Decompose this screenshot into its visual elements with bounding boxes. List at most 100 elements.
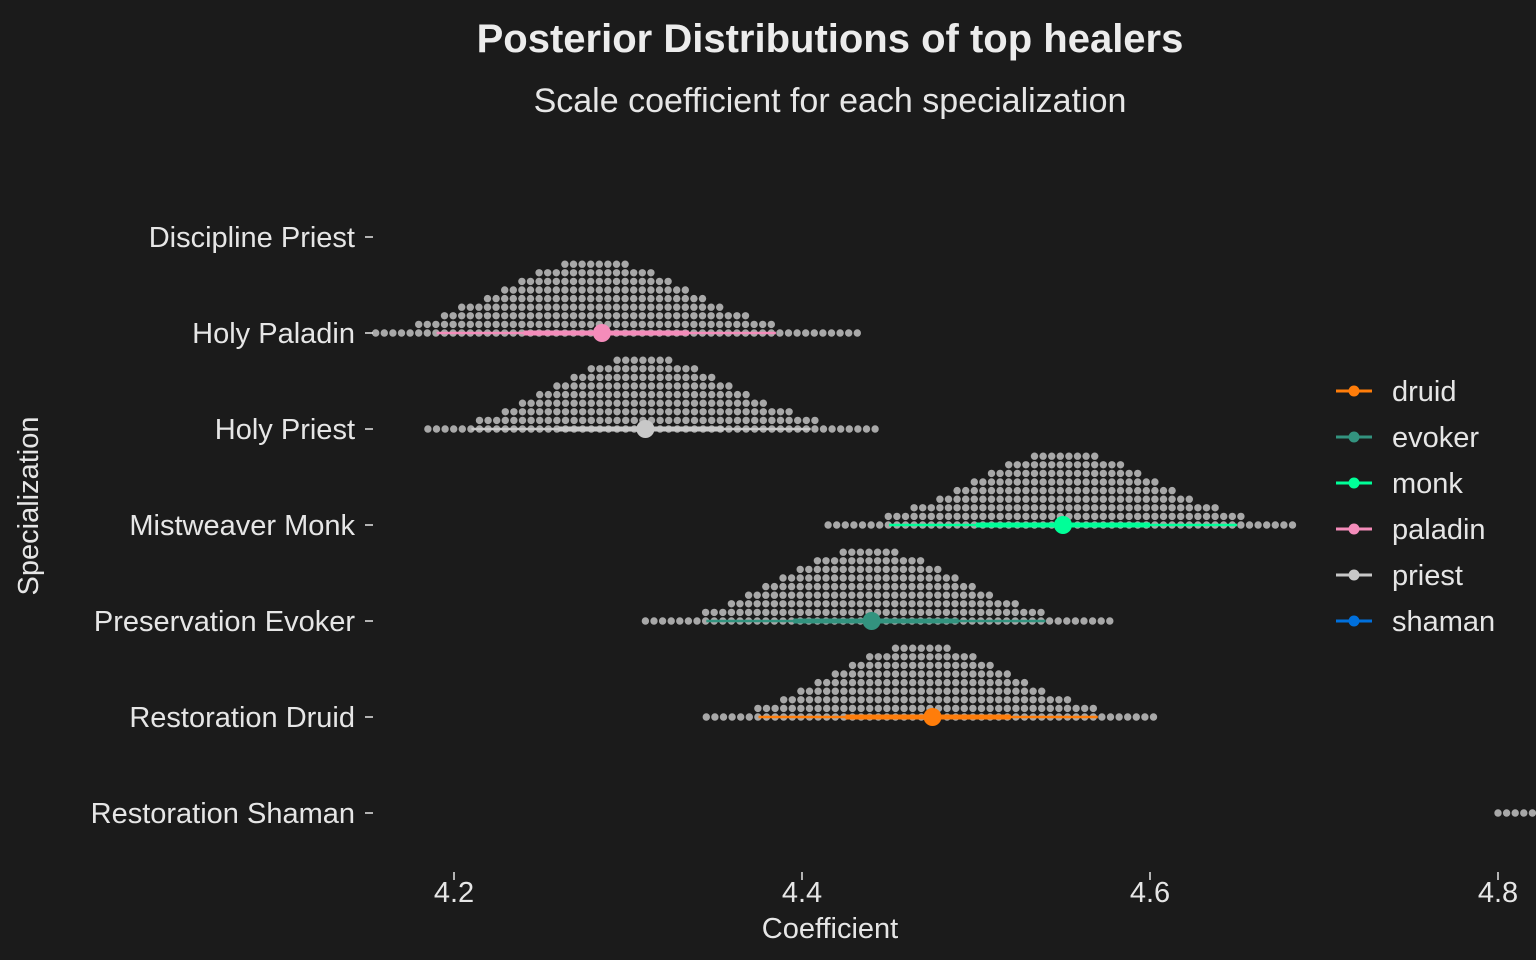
quantile-dot [925, 608, 933, 617]
quantile-dot [458, 303, 466, 311]
quantile-dot [848, 696, 857, 704]
quantile-dot [805, 574, 813, 582]
quantile-dot [630, 320, 638, 329]
quantile-dot [561, 260, 569, 268]
quantile-dot [916, 557, 925, 565]
quantile-dot [492, 294, 500, 303]
quantile-dot [536, 399, 544, 407]
plot-area [372, 260, 1536, 817]
quantile-dot [959, 608, 968, 617]
quantile-dot [1125, 486, 1133, 495]
quantile-dot [1159, 512, 1168, 521]
quantile-dot [1005, 486, 1013, 495]
quantile-dot [716, 382, 724, 390]
quantile-dot [647, 277, 655, 286]
quantile-dot [1048, 478, 1056, 486]
quantile-dot [690, 408, 699, 416]
y-axis-label: Specialization [13, 417, 45, 596]
quantile-dot [639, 382, 647, 390]
quantile-dot [673, 294, 681, 303]
quantile-dot [779, 600, 787, 608]
quantile-dot [579, 382, 587, 390]
quantile-dot [979, 486, 987, 495]
quantile-dot [968, 608, 976, 617]
quantile-dot [1048, 512, 1056, 521]
quantile-dot [587, 320, 595, 329]
quantile-dot [561, 390, 570, 399]
quantile-dot [1220, 512, 1228, 521]
quantile-dot [876, 521, 884, 529]
quantile-dot [1005, 478, 1013, 486]
quantile-dot [432, 320, 440, 329]
quantile-dot [552, 269, 560, 277]
quantile-dot [492, 303, 500, 311]
quantile-dot [673, 365, 681, 373]
quantile-dot [621, 320, 629, 329]
quantile-dot [561, 269, 569, 277]
quantile-dot [751, 399, 759, 407]
quantile-dot [1168, 495, 1176, 503]
quantile-dot [987, 512, 996, 521]
quantile-dot [836, 329, 844, 337]
quantile-dot [779, 591, 787, 599]
quantile-dot [805, 582, 813, 591]
quantile-dot [569, 286, 578, 294]
quantile-dot [553, 399, 561, 407]
quantile-dot [518, 408, 527, 416]
quantile-dot [873, 582, 882, 591]
quantile-dot [1003, 696, 1011, 704]
y-axis: Discipline Priest Holy Paladin Holy Priest… [91, 222, 373, 830]
quantile-dot [934, 582, 942, 591]
quantile-dot [968, 600, 976, 608]
quantile-dot [837, 425, 845, 433]
quantile-dot [1134, 495, 1142, 503]
quantile-dot [725, 408, 733, 416]
quantile-dot [1168, 504, 1176, 512]
quantile-dot [865, 557, 873, 565]
quantile-dot [831, 687, 839, 695]
quantile-dot [475, 303, 483, 311]
quantile-dot [845, 329, 853, 337]
quantile-dot [1108, 461, 1116, 469]
quantile-dot [1022, 504, 1030, 512]
quantile-dot [805, 565, 813, 574]
quantile-dot [822, 600, 830, 608]
quantile-dot [1013, 495, 1021, 503]
quantile-dot [665, 390, 673, 399]
legend-label: shaman [1392, 606, 1495, 638]
quantile-dot [1022, 486, 1030, 495]
quantile-dot [698, 312, 707, 320]
quantile-dot [934, 644, 943, 652]
quantile-dot [854, 425, 862, 433]
quantile-dot [891, 696, 900, 704]
quantile-dot [638, 312, 646, 320]
quantile-dot [595, 269, 603, 277]
quantile-dot [544, 408, 552, 416]
quantile-dot [865, 565, 873, 574]
quantile-dot [1099, 461, 1108, 469]
quantile-dot [823, 678, 831, 687]
quantile-dot [622, 365, 630, 373]
quantile-dot [1046, 704, 1055, 713]
quantile-dot [839, 600, 847, 608]
quantile-dot [1020, 687, 1029, 695]
quantile-dot [942, 600, 951, 608]
quantile-dot [1194, 512, 1202, 521]
quantile-dot [699, 373, 707, 382]
quantile-dot [936, 504, 944, 512]
quantile-dot [952, 687, 960, 695]
quantile-dot [716, 320, 724, 329]
quantile-dot [613, 356, 621, 364]
quantile-dot [1091, 461, 1099, 469]
legend-item-priest: priest [1336, 560, 1463, 592]
quantile-dot [544, 294, 552, 303]
quantile-dot [630, 365, 638, 373]
quantile-dot [1202, 504, 1211, 512]
legend-key-point [1348, 569, 1360, 581]
quantile-dot [871, 425, 879, 433]
quantile-dot [979, 504, 987, 512]
quantile-dot [787, 600, 796, 608]
quantile-dot [613, 408, 621, 416]
quantile-dot [986, 670, 994, 678]
quantile-dot [908, 608, 916, 617]
